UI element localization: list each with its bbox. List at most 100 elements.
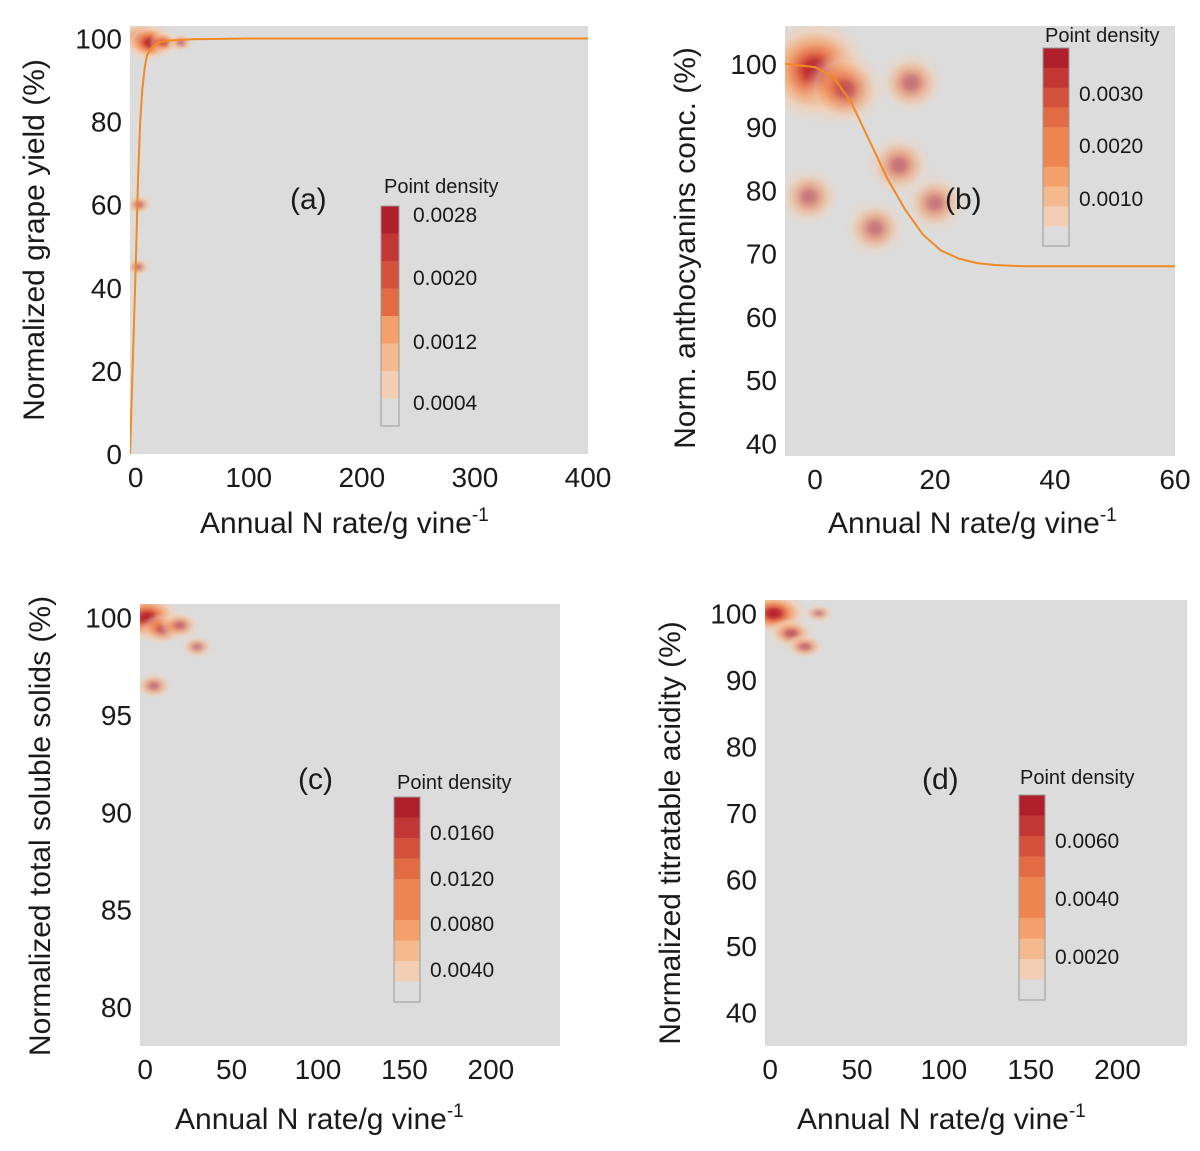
legend-value-b-3: 0.0010 [1079,188,1143,211]
legend-scale-b [1042,47,1070,247]
x-tick-label: 50 [216,1054,247,1085]
y-ticks-d: 40 50 60 70 80 90 100 [710,598,757,1028]
legend-swatch [394,858,420,880]
legend-swatch [1043,87,1069,108]
panel-c: 0 50 100 150 200 80 85 90 95 100 (c) Annual N ra… [24,596,560,1136]
x-tick-label: 0 [128,462,144,493]
y-tick-label: 80 [101,992,132,1023]
legend-frame [393,796,421,1003]
legend-value-a-1: 0.0028 [413,204,477,227]
legend-frame [1042,47,1070,247]
legend-swatch [1019,795,1045,816]
legend-value-a-3: 0.0012 [413,331,477,354]
legend-swatch [1019,918,1045,939]
legend-value-c-4: 0.0040 [430,959,494,982]
density-peak [167,32,195,53]
y-tick-label: 85 [101,895,132,926]
legend-swatch [381,288,399,317]
legend-d: Point density 0.0060 0.0040 0.0020 [1018,767,1135,1001]
legend-swatch [1019,897,1045,919]
legend-swatch [1043,226,1069,247]
y-tick-label: 100 [710,598,757,629]
y-tick-label: 70 [746,239,777,270]
y-tick-label: 100 [75,23,122,54]
legend-swatch [1019,877,1045,898]
x-axis-title-d: Annual N rate/g vine-1 [797,1101,1086,1136]
legend-title-d: Point density [1020,767,1135,789]
legend-swatch [381,316,399,344]
y-tick-label: 40 [726,998,757,1029]
panel-a: 0 100 200 300 400 0 20 40 60 80 100 (a) Annual N … [18,23,612,540]
y-tick-label: 90 [746,112,777,143]
legend-swatch [1043,127,1069,148]
legend-swatch [1019,979,1045,1001]
legend-swatch [1019,938,1045,960]
plot-area-a [130,26,588,454]
legend-swatch [394,920,420,941]
x-tick-label: 50 [841,1054,872,1085]
legend-swatch [394,797,420,818]
legend-a: Point density 0.0028 0.0020 0.0012 0.000… [380,176,499,427]
panel-d: 0 50 100 150 200 40 50 60 70 80 90 100 (d) Annual … [654,598,1187,1136]
y-ticks-a: 0 20 40 60 80 100 [75,23,122,470]
x-tick-label: 100 [225,462,272,493]
y-tick-label: 50 [726,931,757,962]
x-tick-label: 200 [1094,1054,1141,1085]
fit-curve-a [130,37,588,454]
legend-value-b-2: 0.0020 [1079,135,1143,158]
density-peak [803,50,887,129]
panel-b: 0 20 40 60 40 50 60 70 80 90 100 (b) Annual N rat… [669,25,1191,540]
legend-swatch [381,371,399,399]
legend-swatch [1043,166,1069,188]
legend-value-d-1: 0.0060 [1055,830,1119,853]
y-tick-label: 20 [91,356,122,387]
legend-swatch [1043,67,1069,89]
x-ticks-b: 0 20 40 60 [807,464,1190,495]
plot-area-d [765,600,1187,1046]
x-tick-label: 100 [295,1054,342,1085]
legend-swatch [394,899,420,921]
x-ticks-d: 0 50 100 150 200 [762,1054,1140,1085]
legend-swatch [1043,147,1069,168]
legend-value-c-2: 0.0120 [430,868,494,891]
density-peak [802,602,836,624]
legend-swatch [381,206,399,234]
legend-swatch [1043,48,1069,69]
panel-label-b: (b) [945,183,982,216]
y-axis-title-c: Normalized total soluble solids (%) [24,596,57,1056]
density-c [140,604,215,701]
legend-value-c-1: 0.0160 [430,822,494,845]
legend-title-a: Point density [384,176,499,198]
panel-label-d: (d) [922,763,959,796]
y-axis-title-a: Normalized grape yield (%) [18,59,51,421]
density-peak [130,256,152,278]
legend-swatch [381,261,399,289]
x-tick-label: 0 [762,1054,778,1085]
fit-curve-line [130,37,588,454]
y-tick-label: 50 [746,365,777,396]
legend-swatch [1043,107,1069,128]
density-peak [140,671,174,701]
density-peak [785,166,842,228]
x-tick-label: 400 [565,462,612,493]
x-tick-label: 40 [1039,464,1070,495]
density-peak [784,633,826,660]
legend-scale-a [380,205,400,427]
density-peak [902,172,968,234]
legend-swatch [394,838,420,859]
legend-swatch [381,233,399,262]
legend-value-b-1: 0.0030 [1079,83,1143,106]
density-peak [179,634,215,660]
legend-value-a-2: 0.0020 [413,267,477,290]
x-tick-label: 20 [919,464,950,495]
y-tick-label: 60 [726,865,757,896]
y-tick-label: 60 [91,190,122,221]
y-tick-label: 80 [746,175,777,206]
legend-swatch [1019,856,1045,878]
density-peak [842,197,908,259]
y-tick-label: 90 [726,665,757,696]
legend-value-d-2: 0.0040 [1055,888,1119,911]
plot-area-c [140,604,560,1046]
legend-frame [380,205,400,427]
